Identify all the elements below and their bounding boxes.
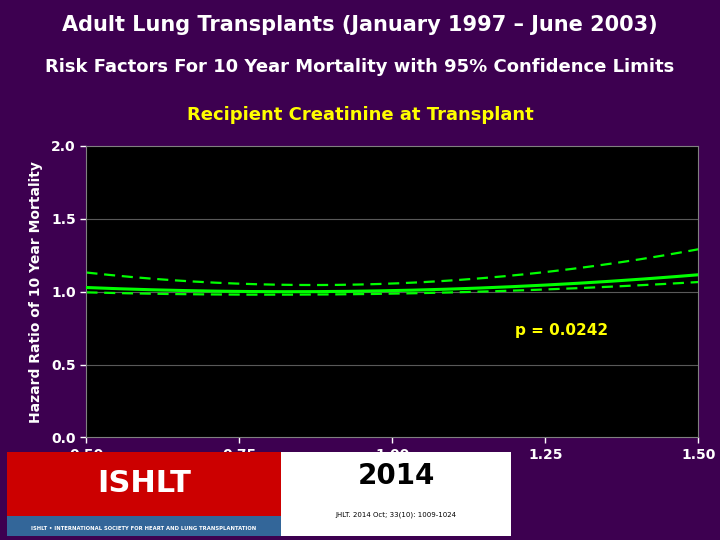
Text: 2014: 2014: [357, 462, 435, 490]
Text: ISHLT • INTERNATIONAL SOCIETY FOR HEART AND LUNG TRANSPLANTATION: ISHLT • INTERNATIONAL SOCIETY FOR HEART …: [32, 525, 256, 531]
Text: Recipient Creatinine at Transplant: Recipient Creatinine at Transplant: [186, 106, 534, 124]
Y-axis label: Hazard Ratio of 10 Year Mortality: Hazard Ratio of 10 Year Mortality: [29, 161, 43, 422]
Text: JHLT. 2014 Oct; 33(10): 1009-1024: JHLT. 2014 Oct; 33(10): 1009-1024: [336, 511, 456, 517]
Text: p = 0.0242: p = 0.0242: [515, 323, 608, 339]
FancyBboxPatch shape: [281, 452, 511, 536]
X-axis label: Creatinine: Creatinine: [344, 470, 441, 488]
FancyBboxPatch shape: [7, 452, 281, 536]
FancyBboxPatch shape: [7, 516, 281, 536]
Text: Risk Factors For 10 Year Mortality with 95% Confidence Limits: Risk Factors For 10 Year Mortality with …: [45, 58, 675, 76]
Text: Adult Lung Transplants (January 1997 – June 2003): Adult Lung Transplants (January 1997 – J…: [62, 15, 658, 35]
Text: ISHLT: ISHLT: [97, 469, 191, 497]
